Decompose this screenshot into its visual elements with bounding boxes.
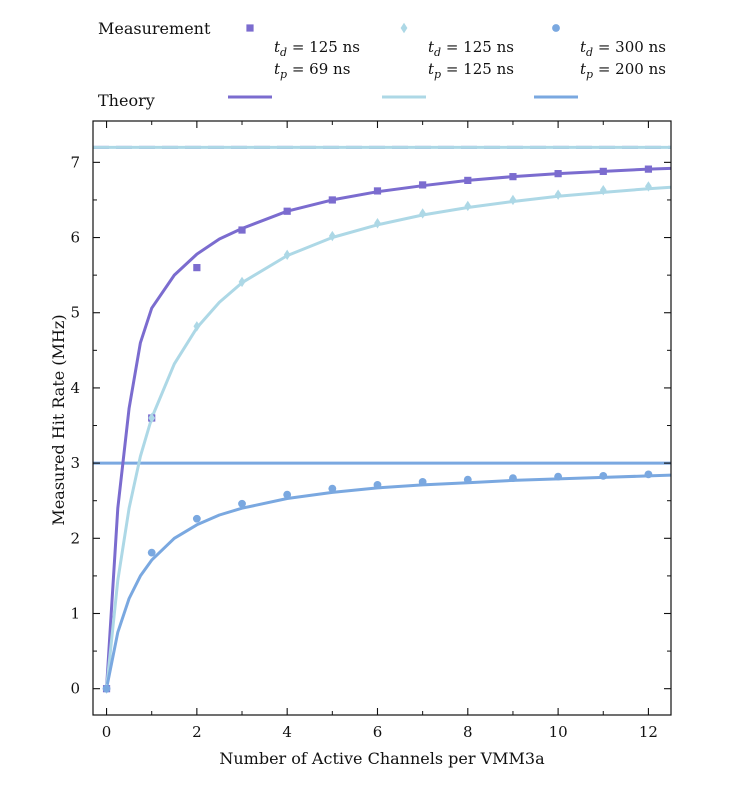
data-point: [193, 321, 201, 332]
legend-marker-1: [246, 24, 254, 32]
data-point: [464, 176, 472, 184]
legend-tp-3: tp = 200 ns: [580, 60, 666, 81]
data-point: [509, 173, 517, 181]
data-point: [599, 167, 607, 175]
legend-td-1: td = 125 ns: [274, 38, 360, 59]
x-tick-label: 2: [192, 723, 202, 741]
data-point: [328, 484, 337, 493]
data-point: [418, 478, 427, 486]
theory-curve-3: [105, 473, 671, 691]
data-point: [645, 181, 652, 192]
data-point: [193, 264, 201, 272]
data-point: [463, 475, 472, 484]
data-point: [644, 165, 653, 173]
theory-curve-2: [105, 185, 671, 691]
plot-frame: [92, 120, 672, 716]
data-point: [373, 187, 382, 195]
x-tick-label: 6: [373, 723, 383, 741]
data-point: [192, 514, 201, 523]
data-point: [238, 226, 246, 234]
y-tick-label: 7: [70, 153, 80, 171]
measurement-series-2: [103, 181, 652, 694]
data-point: [373, 481, 382, 489]
x-tick-label: 12: [639, 723, 658, 741]
data-point: [509, 194, 517, 206]
y-tick-label: 1: [70, 604, 80, 622]
theory-curve-1: [105, 166, 671, 691]
plot-area: [93, 145, 671, 694]
data-point: [554, 472, 563, 481]
legend-td-2: td = 125 ns: [428, 38, 514, 59]
data-point: [419, 181, 427, 189]
x-tick-label: 0: [102, 723, 112, 741]
data-point: [644, 470, 653, 479]
x-tick-label: 8: [463, 723, 473, 741]
legend-tp-2: tp = 125 ns: [428, 60, 514, 81]
legend-marker-2: [400, 22, 408, 34]
x-tick-label: 10: [549, 723, 568, 741]
y-tick-label: 3: [70, 454, 80, 472]
data-point: [283, 249, 291, 261]
data-point: [328, 230, 336, 242]
measurement-series-1: [102, 165, 653, 693]
data-point: [554, 170, 562, 178]
measurement-series-3: [102, 470, 653, 693]
series-group: [93, 145, 671, 694]
data-point: [102, 684, 111, 693]
data-point: [328, 196, 336, 204]
data-point: [148, 412, 156, 424]
data-point: [283, 490, 292, 499]
y-tick-label: 4: [70, 379, 80, 397]
legend-measurement-label: Measurement: [98, 19, 211, 38]
data-point: [419, 208, 427, 219]
data-point: [599, 184, 607, 196]
y-tick-label: 5: [70, 304, 80, 322]
data-point: [283, 207, 291, 215]
y-tick-label: 0: [70, 680, 80, 698]
data-point: [599, 471, 608, 480]
data-point: [374, 218, 381, 229]
legend-tp-1: tp = 69 ns: [274, 60, 350, 81]
data-point: [147, 548, 156, 557]
y-tick-label: 6: [70, 229, 80, 247]
y-axis-title: Measured Hit Rate (MHz): [49, 314, 68, 525]
data-point: [464, 200, 472, 212]
y-tick-label: 2: [70, 529, 80, 547]
data-point: [238, 276, 246, 288]
legend-marker-3: [552, 24, 560, 32]
legend-td-3: td = 300 ns: [580, 38, 666, 59]
data-point: [509, 474, 517, 483]
x-tick-label: 4: [282, 723, 292, 741]
data-point: [238, 499, 246, 508]
data-point: [554, 189, 562, 200]
x-axis-title: Number of Active Channels per VMM3a: [219, 749, 545, 768]
legend-theory-label: Theory: [98, 91, 155, 110]
